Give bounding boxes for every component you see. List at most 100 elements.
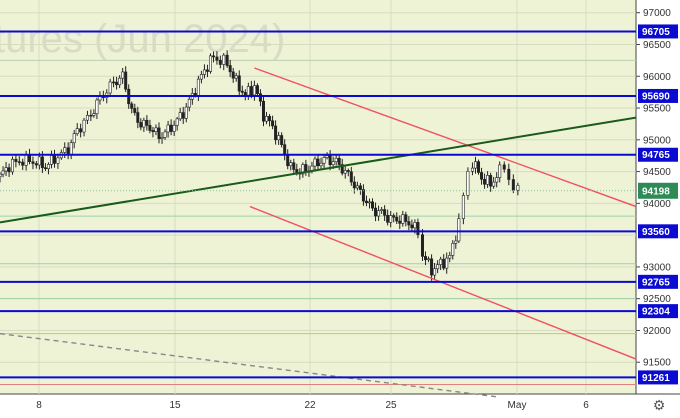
- trend-line[interactable]: [0, 116, 637, 224]
- candle-body: [115, 81, 119, 86]
- candle-body: [340, 164, 344, 174]
- candle-body: [246, 86, 250, 96]
- candle-body: [319, 162, 323, 167]
- candle-body: [480, 172, 484, 180]
- current-price-badge: [638, 182, 678, 199]
- candle-body: [40, 156, 44, 168]
- x-tick-label: May: [508, 400, 527, 411]
- candle-body: [292, 162, 296, 170]
- candle-body: [205, 69, 209, 72]
- candle-body: [395, 216, 399, 222]
- candle-body: [222, 54, 226, 65]
- candle-body: [313, 158, 317, 167]
- level-price-badge: [638, 147, 678, 162]
- candle-body: [172, 124, 176, 132]
- candle-body: [234, 75, 238, 79]
- current-price-label: 94198: [642, 186, 670, 197]
- candle-body: [470, 167, 474, 172]
- y-tick-label: 97000: [643, 8, 671, 19]
- candle-body: [371, 201, 375, 209]
- candle-body: [218, 59, 222, 65]
- candle-body: [212, 55, 216, 58]
- candle-body: [184, 106, 188, 119]
- candle-body: [367, 201, 371, 204]
- candle-body: [225, 54, 229, 66]
- candle-body: [160, 137, 164, 139]
- candle-body: [404, 214, 408, 222]
- candle-body: [72, 133, 76, 144]
- candle-body: [483, 178, 487, 185]
- candle-body: [154, 127, 158, 132]
- candle-body: [466, 170, 470, 196]
- candle-body: [0, 173, 2, 177]
- y-axis-background: [636, 0, 680, 418]
- candle-body: [228, 65, 232, 73]
- candle-body: [430, 258, 434, 276]
- candle-body: [386, 214, 390, 223]
- y-tick-label: 95500: [643, 104, 671, 115]
- candle-body: [49, 155, 53, 165]
- candle-body: [392, 215, 396, 218]
- candle-body: [433, 268, 437, 276]
- candle-body: [442, 258, 446, 269]
- candle-body: [163, 131, 167, 138]
- y-tick-label: 93000: [643, 262, 671, 273]
- candle-body: [252, 85, 256, 96]
- level-price-label: 92304: [642, 307, 670, 318]
- level-price-label: 91261: [642, 373, 670, 384]
- candle-body: [427, 258, 431, 261]
- candle-body: [364, 200, 368, 204]
- candle-body: [280, 135, 284, 145]
- candle-body: [69, 142, 73, 156]
- x-axis-background: [0, 394, 680, 418]
- candle-body: [416, 222, 420, 235]
- candle-body: [454, 240, 458, 244]
- candle-body: [502, 164, 506, 170]
- candle-body: [166, 124, 170, 133]
- level-price-badge: [638, 224, 678, 239]
- candle-body: [202, 69, 206, 75]
- candle-body: [145, 119, 149, 126]
- y-tick-label: 95000: [643, 135, 671, 146]
- candle-body: [283, 144, 287, 155]
- candle-body: [361, 189, 365, 202]
- level-price-label: 93560: [642, 227, 670, 238]
- candle-body: [199, 74, 203, 80]
- candle-body: [301, 164, 305, 175]
- candle-body: [322, 157, 326, 164]
- settings-gear-icon[interactable]: ⚙: [652, 398, 666, 414]
- candle-body: [374, 207, 378, 217]
- candle-body: [21, 161, 25, 166]
- trend-line[interactable]: [254, 67, 637, 208]
- candle-body: [304, 164, 308, 172]
- candle-body: [237, 75, 241, 92]
- level-price-label: 94765: [642, 150, 670, 161]
- candle-body: [495, 177, 499, 183]
- candle-body: [255, 85, 259, 94]
- candle-body: [258, 93, 262, 102]
- candle-body: [181, 112, 185, 119]
- candle-body: [175, 118, 179, 126]
- candle-body: [148, 125, 152, 131]
- candle-body: [334, 157, 338, 162]
- level-price-badge: [638, 274, 678, 289]
- watermark-text: tures (Jun 2024): [0, 17, 285, 61]
- x-tick-label: 8: [36, 400, 42, 411]
- candle-body: [457, 218, 461, 242]
- candle-body: [325, 155, 329, 158]
- candle-body: [407, 221, 411, 226]
- candle-body: [445, 257, 449, 269]
- candle-body: [461, 195, 465, 220]
- candle-body: [89, 114, 93, 117]
- candle-body: [473, 161, 477, 169]
- candle-body: [79, 128, 83, 133]
- candle-body: [46, 164, 50, 169]
- candle-body: [380, 209, 384, 211]
- candle-body: [420, 234, 424, 257]
- candle-body: [10, 158, 14, 173]
- trend-line[interactable]: [0, 332, 500, 398]
- candle-body: [178, 112, 182, 120]
- candle-body: [24, 154, 28, 166]
- candle-body: [85, 114, 89, 121]
